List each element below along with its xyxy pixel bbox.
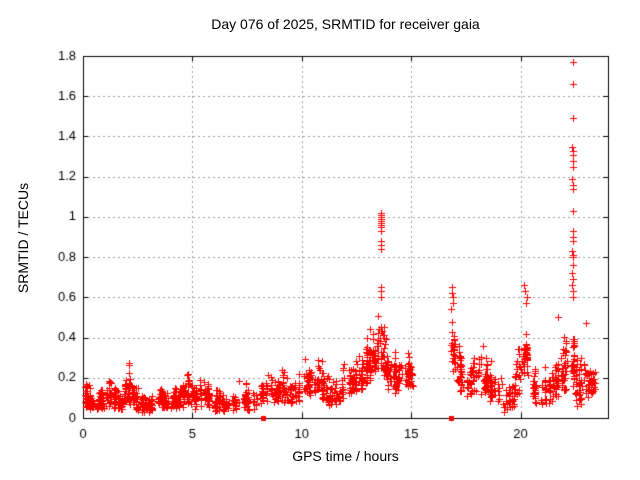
x-axis-label: GPS time / hours	[292, 448, 399, 464]
chart-title: Day 076 of 2025, SRMTID for receiver gai…	[211, 16, 480, 32]
y-axis-label: SRMTID / TECUs	[15, 182, 31, 294]
